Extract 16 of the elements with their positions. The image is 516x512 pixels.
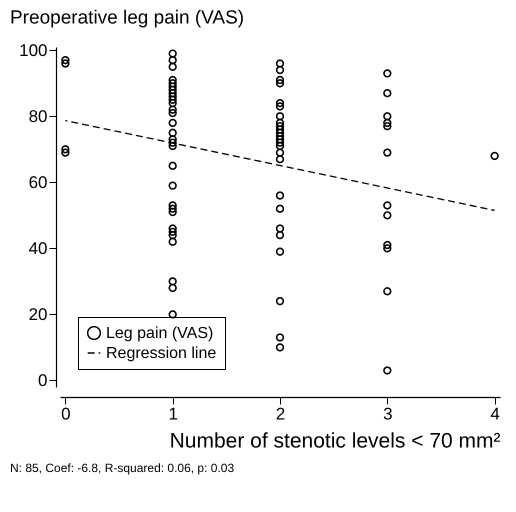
x-tick-label: 3 [383,404,393,424]
y-tick-label: 100 [19,40,48,60]
y-tick-label: 20 [28,304,48,324]
x-tick-label: 4 [490,404,500,424]
x-tick-label: 1 [168,404,178,424]
y-tick-label: 0 [38,370,48,390]
y-tick-label: 40 [28,238,48,258]
legend-label: Regression line [106,345,216,362]
text: N: 85, Coef: -6.8, R-squared: 0.06, p: 0.03 [10,461,236,475]
legend-label: Leg pain (VAS) [106,325,214,342]
y-tick-label: 60 [28,172,48,192]
chart-title: Preoperative leg pain (VAS) [10,7,244,28]
x-axis-title: Number of stenotic levels < 70 mm² [170,430,501,452]
x-tick-label: 0 [61,404,71,424]
x-tick-label: 2 [276,404,286,424]
y-tick-label: 80 [28,106,48,126]
